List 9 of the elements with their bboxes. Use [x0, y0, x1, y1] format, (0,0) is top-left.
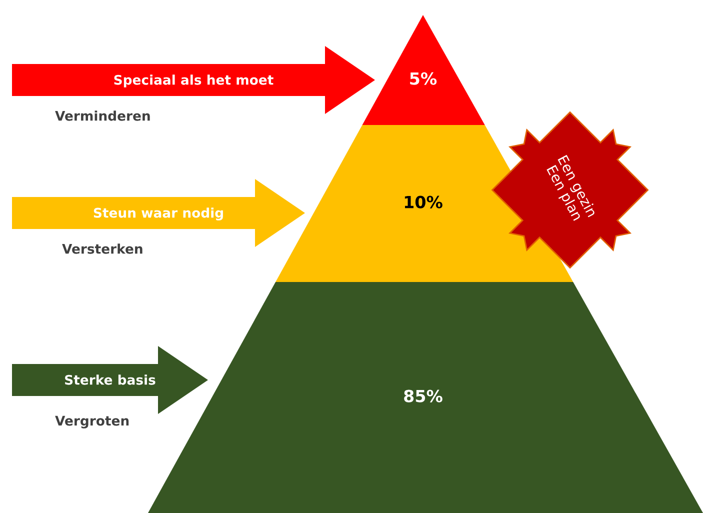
text: Versterken: [62, 244, 142, 254]
category-label: Steun waar nodig: [94, 208, 223, 220]
category-label: Speciaal als het moet: [114, 74, 274, 88]
text: Verminderen: [55, 110, 150, 121]
data-label: 10%: [404, 196, 442, 208]
data-label: 85%: [404, 390, 442, 402]
category-label: Sterke basis: [65, 374, 156, 385]
text: Vergroten: [55, 416, 129, 428]
data-label: 5%: [410, 72, 437, 85]
